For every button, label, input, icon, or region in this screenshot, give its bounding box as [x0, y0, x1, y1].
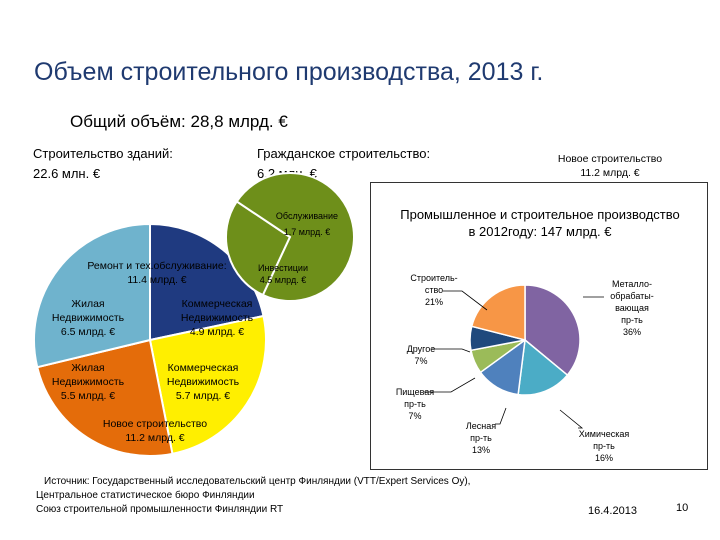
new-construction-label: Новое строительство 11.2 млрд. € — [85, 417, 225, 445]
investment-label-title: Инвестиции — [258, 263, 308, 273]
metal-label-line2: обрабаты- — [610, 291, 654, 301]
new-construction-label-value: 11.2 млрд. € — [125, 432, 185, 444]
slice-residential-new — [36, 338, 174, 457]
buildings-header: Строительство зданий: 22.6 млн. € — [33, 144, 173, 184]
chemical-label-line2: пр-ть — [593, 441, 615, 451]
construction-label-value: 21% — [424, 297, 443, 307]
repair-label-title: Ремонт и тех.обслуживание: — [87, 260, 227, 272]
food-label-line2: пр-ть — [404, 399, 426, 409]
residential-repair-label: Жилая Недвижимость 6.5 млрд. € — [38, 297, 138, 339]
industry-title-line2: в 2012году: 147 млрд. € — [468, 224, 612, 239]
commercial-repair-label: Коммерческая Недвижимость 4.9 млрд. € — [162, 297, 272, 339]
leader-other — [432, 348, 471, 353]
commercial-repair-value: 4.9 млрд. € — [189, 326, 245, 338]
construction-label-line2: ство — [424, 285, 444, 295]
maintenance-label-title: Обслуживание — [275, 211, 339, 221]
new-construction-label-title: Новое строительство — [102, 418, 208, 430]
food-slice-label: Пищевая пр-ть 7% — [390, 386, 440, 422]
leader-food — [424, 377, 476, 393]
construction-label-line1: Строитель- — [410, 273, 458, 283]
residential-repair-line1: Жилая — [71, 298, 105, 310]
slice-commercial-repair — [149, 222, 265, 342]
repair-label: Ремонт и тех.обслуживание: 11.4 млрд. € — [72, 259, 242, 287]
food-label-value: 7% — [408, 411, 422, 421]
leader-construction — [443, 290, 488, 311]
commercial-new-line2: Недвижимость — [166, 376, 240, 388]
new-construction-header: Новое строительство 11.2 млрд. € — [540, 152, 680, 180]
leader-lines — [424, 290, 604, 429]
date: 16.4.2013 — [588, 505, 637, 517]
slice-construction — [470, 284, 526, 341]
maintenance-label: Обслуживание 1.7 млрд. € — [262, 210, 352, 238]
residential-new-line1: Жилая — [71, 362, 105, 374]
residential-repair-line2: Недвижимость — [51, 312, 125, 324]
slice-metalworking — [524, 284, 581, 377]
industry-panel — [370, 182, 708, 470]
metal-label-value: 36% — [622, 327, 641, 337]
other-label-value: 7% — [414, 356, 428, 366]
source-line3: Союз строительной промышленности Финлянд… — [36, 504, 284, 515]
slice-maintenance — [225, 200, 292, 297]
source-line1: Источник: Государственный исследовательс… — [44, 476, 471, 487]
commercial-new-label: Коммерческая Недвижимость 5.7 млрд. € — [148, 361, 258, 403]
commercial-repair-line1: Коммерческая — [181, 298, 253, 310]
metal-slice-label: Металло- обрабаты- вающая пр-ть 36% — [600, 278, 664, 338]
page-title: Объем строительного производства, 2013 г… — [34, 58, 544, 86]
chemical-label-value: 16% — [594, 453, 613, 463]
residential-new-value: 5.5 млрд. € — [60, 390, 116, 402]
industry-title: Промышленное и строительное производство… — [380, 206, 700, 240]
chemical-label-line1: Химическая — [578, 429, 630, 439]
civil-header-title: Гражданское строительство: — [257, 146, 431, 161]
forest-label-line1: Лесная — [465, 421, 497, 431]
commercial-repair-line2: Недвижимость — [180, 312, 254, 324]
investment-label: Инвестиции 4.5 млрд. € — [248, 262, 318, 286]
chemical-slice-label: Химическая пр-ть 16% — [572, 428, 636, 464]
maintenance-label-value: 1.7 млрд. € — [283, 227, 331, 237]
slice-commercial-new — [148, 314, 267, 455]
commercial-new-line1: Коммерческая — [167, 362, 239, 374]
leader-forest — [495, 407, 507, 425]
slice-chemical — [517, 338, 569, 396]
industry-pie — [469, 284, 581, 396]
metal-label-line4: пр-ть — [621, 315, 643, 325]
buildings-header-value: 22.6 млн. € — [33, 166, 101, 181]
metal-label-line1: Металло- — [612, 279, 652, 289]
new-construction-header-value: 11.2 млрд. € — [580, 167, 640, 179]
buildings-header-title: Строительство зданий: — [33, 146, 173, 161]
forest-slice-label: Лесная пр-ть 13% — [455, 420, 507, 456]
source-line2: Центральное статистическое бюро Финлянди… — [36, 490, 255, 501]
residential-repair-value: 6.5 млрд. € — [60, 326, 116, 338]
source-note: Источник: Государственный исследовательс… — [36, 475, 470, 517]
repair-label-value: 11.4 млрд. € — [127, 274, 187, 286]
other-slice-label: Другое 7% — [396, 343, 446, 367]
food-label-line1: Пищевая — [395, 387, 435, 397]
civil-pie — [225, 172, 355, 302]
forest-label-line2: пр-ть — [470, 433, 492, 443]
forest-label-value: 13% — [471, 445, 490, 455]
investment-label-value: 4.5 млрд. € — [259, 275, 307, 285]
other-label-title: Другое — [406, 344, 436, 354]
industry-title-line1: Промышленное и строительное производство — [400, 207, 680, 222]
total-volume-subtitle: Общий объём: 28,8 млрд. € — [70, 112, 288, 131]
leader-chem — [559, 409, 584, 429]
construction-slice-label: Строитель- ство 21% — [404, 272, 464, 308]
commercial-new-value: 5.7 млрд. € — [175, 390, 231, 402]
slice-residential-repair — [33, 222, 151, 369]
slice-investment — [235, 172, 355, 302]
buildings-pie — [33, 222, 267, 457]
metal-label-line3: вающая — [615, 303, 649, 313]
new-construction-header-title: Новое строительство — [557, 153, 663, 165]
residential-new-label: Жилая Недвижимость 5.5 млрд. € — [38, 361, 138, 403]
residential-new-line2: Недвижимость — [51, 376, 125, 388]
page-number: 10 — [676, 502, 689, 514]
